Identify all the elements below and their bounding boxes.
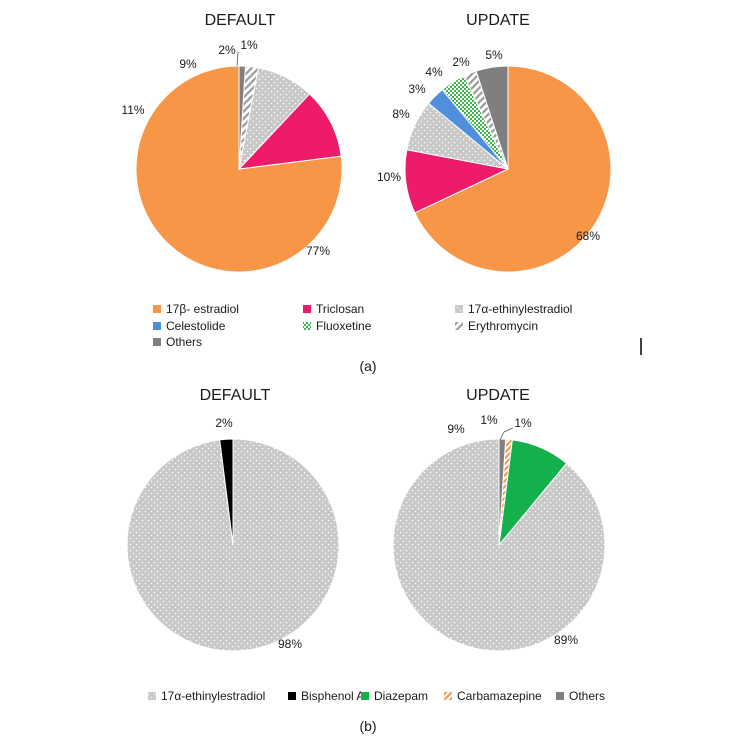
data-label-erythromycin: 2% bbox=[218, 43, 236, 57]
leader-line-others-b bbox=[503, 427, 514, 433]
chart-title-a-update: UPDATE bbox=[466, 12, 530, 29]
pie-chart-b-default: 98% 2% bbox=[126, 416, 340, 652]
data-label-others: 1% bbox=[240, 38, 258, 52]
pie-slice-17-estradiol bbox=[414, 65, 612, 273]
legend-swatch-17-estradiol bbox=[153, 305, 161, 313]
legend-swatch-others bbox=[153, 338, 161, 346]
pie-slice-others bbox=[498, 438, 507, 546]
data-label-triclosan: 10% bbox=[377, 170, 401, 184]
data-label-17-ethinylestradiol: 9% bbox=[179, 57, 197, 71]
legend-swatch-17-ethinylestradiol bbox=[148, 692, 156, 700]
data-label-17-estradiol: 77% bbox=[306, 244, 330, 258]
pie-slice-bisphenol-a bbox=[219, 438, 234, 546]
legend-label-17-ethinylestradiol: 17α-ethinylestradiol bbox=[468, 302, 572, 316]
legend-swatch-triclosan bbox=[303, 305, 311, 313]
pie-chart-a-default: 77% 11% 9% 2% 1% bbox=[121, 38, 343, 273]
legend-label-others: Others bbox=[569, 689, 605, 703]
legend-swatch-erythromycin bbox=[455, 322, 463, 330]
legend-label-others: Others bbox=[166, 335, 202, 349]
chart-title-b-default: DEFAULT bbox=[200, 387, 271, 404]
data-label-others: 1% bbox=[514, 416, 532, 430]
data-label-17-ethinylestradiol: 89% bbox=[554, 633, 578, 647]
data-label-others: 5% bbox=[485, 48, 503, 62]
data-label-carbamazepine: 1% bbox=[480, 413, 498, 427]
legend-swatch-bisphenol-a bbox=[288, 692, 296, 700]
legend-label-triclosan: Triclosan bbox=[316, 302, 364, 316]
data-label-17-estradiol: 68% bbox=[576, 229, 600, 243]
leader-line-others-b2 bbox=[499, 431, 505, 441]
data-label-triclosan: 11% bbox=[121, 103, 144, 117]
legend-swatch-diazepam bbox=[361, 692, 369, 700]
pie-slice-others bbox=[238, 65, 246, 170]
leader-line-others-a bbox=[236, 51, 239, 67]
legend-label-bisphenol-a: Bisphenol A bbox=[301, 689, 364, 703]
legend-swatch-others bbox=[556, 692, 564, 700]
pie-slice-others bbox=[475, 65, 509, 170]
data-label-bisphenol-a: 2% bbox=[215, 416, 233, 430]
legend-label-celestolide: Celestolide bbox=[166, 319, 226, 333]
legend-swatch-fluoxetine bbox=[303, 322, 311, 330]
data-label-17-ethinylestradiol: 8% bbox=[392, 107, 410, 121]
legend-panel-a: 17β- estradiol Triclosan 17α-ethinylestrad… bbox=[153, 302, 572, 349]
legend-label-17-ethinylestradiol: 17α-ethinylestradiol bbox=[161, 689, 265, 703]
legend-label-erythromycin: Erythromycin bbox=[468, 319, 538, 333]
data-label-diazepam: 9% bbox=[447, 422, 465, 436]
pie-chart-b-update: 89% 9% 1% 1% bbox=[392, 413, 606, 652]
legend-label-17-estradiol: 17β- estradiol bbox=[166, 302, 239, 316]
legend-swatch-carbamazepine bbox=[444, 692, 452, 700]
data-label-erythromycin: 2% bbox=[452, 55, 470, 69]
data-label-17-ethinylestradiol: 98% bbox=[278, 637, 302, 651]
caption-b: (b) bbox=[359, 718, 376, 734]
legend-label-fluoxetine: Fluoxetine bbox=[316, 319, 372, 333]
legend-swatch-celestolide bbox=[153, 322, 161, 330]
legend-label-carbamazepine: Carbamazepine bbox=[457, 689, 542, 703]
data-label-fluoxetine: 4% bbox=[425, 65, 443, 79]
pie-slice-triclosan bbox=[237, 93, 342, 170]
legend-label-diazepam: Diazepam bbox=[374, 689, 428, 703]
legend-swatch-17-ethinylestradiol bbox=[455, 305, 463, 313]
data-label-celestolide: 3% bbox=[408, 82, 426, 96]
pie-chart-a-update: 68% 10% 8% 3% 4% 2% 5% bbox=[377, 48, 612, 273]
caption-a: (a) bbox=[359, 358, 376, 374]
chart-title-a-default: DEFAULT bbox=[205, 12, 276, 29]
legend-panel-b: 17α-ethinylestradiol Bisphenol A Diazepam C… bbox=[148, 689, 605, 703]
chart-title-b-update: UPDATE bbox=[466, 387, 530, 404]
